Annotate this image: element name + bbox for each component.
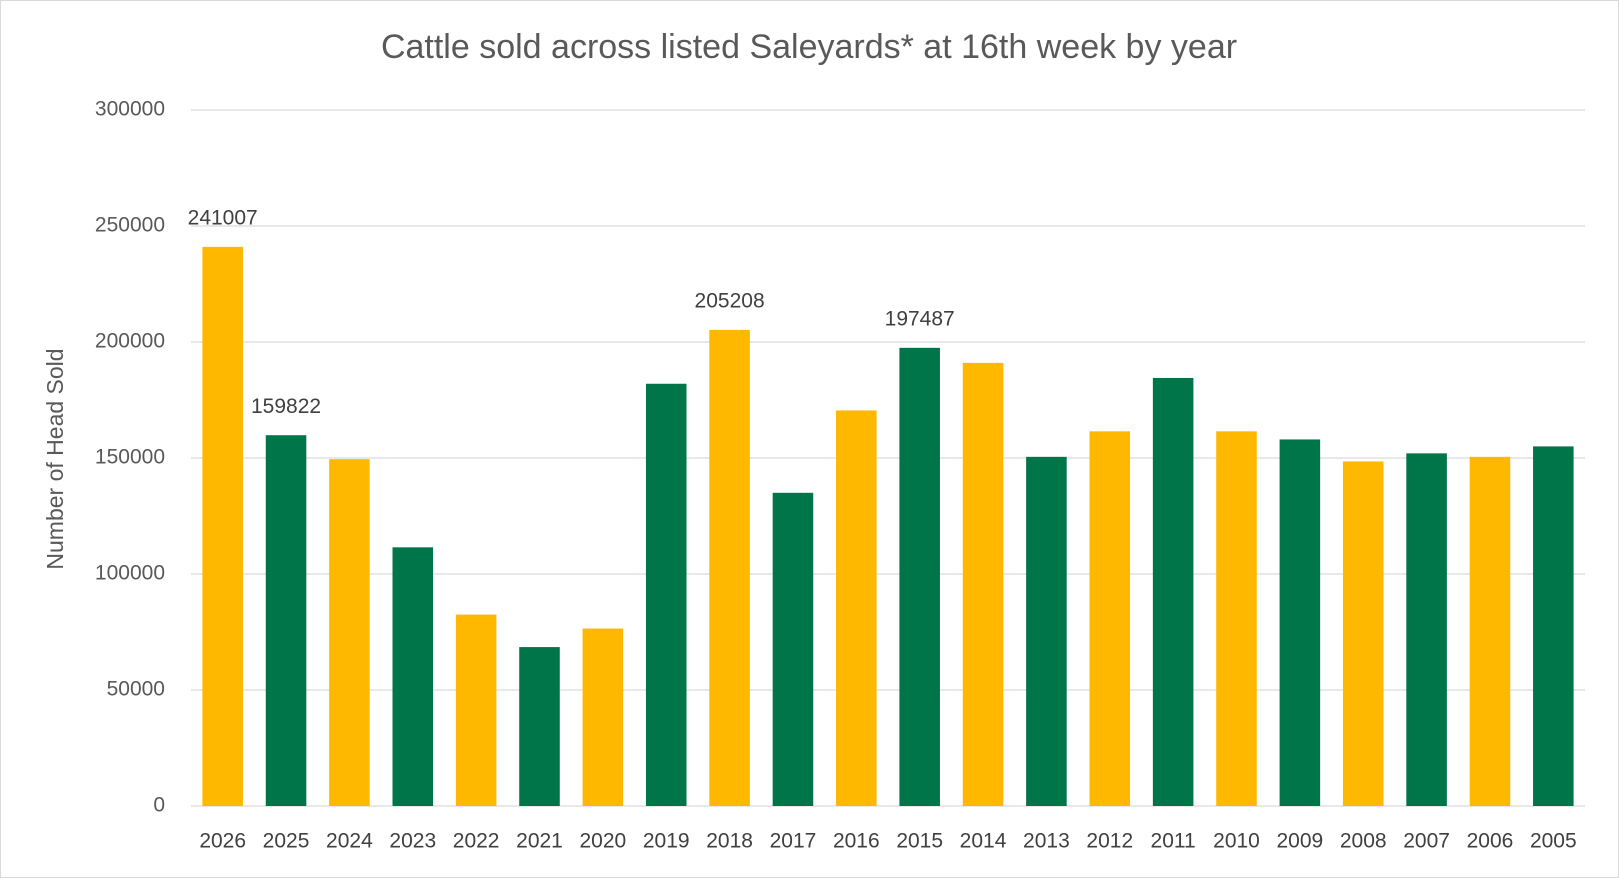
y-tick-label: 250000 — [95, 214, 165, 237]
y-tick-label: 300000 — [95, 98, 165, 121]
data-label: 159822 — [251, 395, 321, 418]
x-tick-label: 2013 — [1023, 830, 1070, 853]
bar — [899, 347, 940, 806]
bar — [836, 410, 877, 806]
chart-title: Cattle sold across listed Saleyards* at … — [381, 28, 1237, 66]
y-tick-label: 200000 — [95, 330, 165, 353]
x-tick-label: 2010 — [1213, 830, 1260, 853]
x-tick-label: 2011 — [1151, 830, 1196, 853]
x-tick-label: 2017 — [770, 830, 817, 853]
bar — [1469, 456, 1511, 806]
bar — [962, 362, 1004, 806]
bar — [1533, 446, 1574, 806]
bar — [1152, 377, 1194, 806]
x-tick-label: 2006 — [1467, 830, 1514, 853]
bar — [265, 435, 307, 806]
x-tick-label: 2008 — [1340, 830, 1387, 853]
x-tick-label: 2019 — [643, 830, 690, 853]
x-tick-label: 2005 — [1530, 830, 1577, 853]
data-label: 241007 — [188, 206, 258, 229]
bar — [709, 329, 750, 806]
bar — [772, 492, 814, 806]
y-tick-label: 150000 — [95, 446, 165, 469]
x-tick-label: 2007 — [1403, 830, 1450, 853]
bar — [1342, 461, 1384, 806]
bar — [455, 614, 497, 806]
bar — [1026, 456, 1067, 806]
x-tick-label: 2009 — [1277, 830, 1324, 853]
x-tick-label: 2012 — [1086, 830, 1133, 853]
x-tick-label: 2022 — [453, 830, 500, 853]
bar — [202, 246, 243, 806]
y-tick-label: 50000 — [107, 678, 165, 701]
bar — [329, 459, 370, 806]
x-tick-label: 2020 — [580, 830, 627, 853]
x-tick-label: 2015 — [896, 830, 943, 853]
data-label: 205208 — [695, 289, 765, 312]
bar — [645, 383, 687, 806]
bar — [1089, 431, 1131, 806]
x-tick-label: 2025 — [263, 830, 310, 853]
bar — [392, 547, 434, 806]
x-tick-label: 2026 — [199, 830, 246, 853]
bar — [519, 647, 560, 806]
y-tick-label: 100000 — [95, 562, 165, 585]
y-tick-label: 0 — [153, 794, 165, 817]
x-tick-label: 2023 — [389, 830, 436, 853]
x-tick-label: 2024 — [326, 830, 373, 853]
bar — [582, 628, 624, 806]
bar — [1279, 439, 1321, 806]
data-label: 197487 — [885, 307, 955, 330]
x-tick-label: 2018 — [706, 830, 753, 853]
x-tick-label: 2014 — [960, 830, 1007, 853]
y-axis-label: Number of Head Sold — [42, 348, 68, 569]
bar — [1406, 453, 1447, 806]
x-tick-label: 2016 — [833, 830, 880, 853]
x-tick-label: 2021 — [516, 830, 563, 853]
bar — [1216, 431, 1257, 806]
